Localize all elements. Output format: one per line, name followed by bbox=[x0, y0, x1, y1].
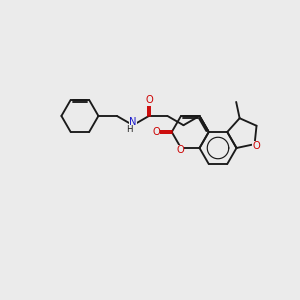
Text: O: O bbox=[145, 95, 153, 105]
Text: O: O bbox=[253, 141, 260, 151]
Text: O: O bbox=[152, 127, 160, 137]
Text: O: O bbox=[176, 145, 184, 155]
Text: H: H bbox=[126, 125, 132, 134]
Text: N: N bbox=[129, 117, 137, 127]
